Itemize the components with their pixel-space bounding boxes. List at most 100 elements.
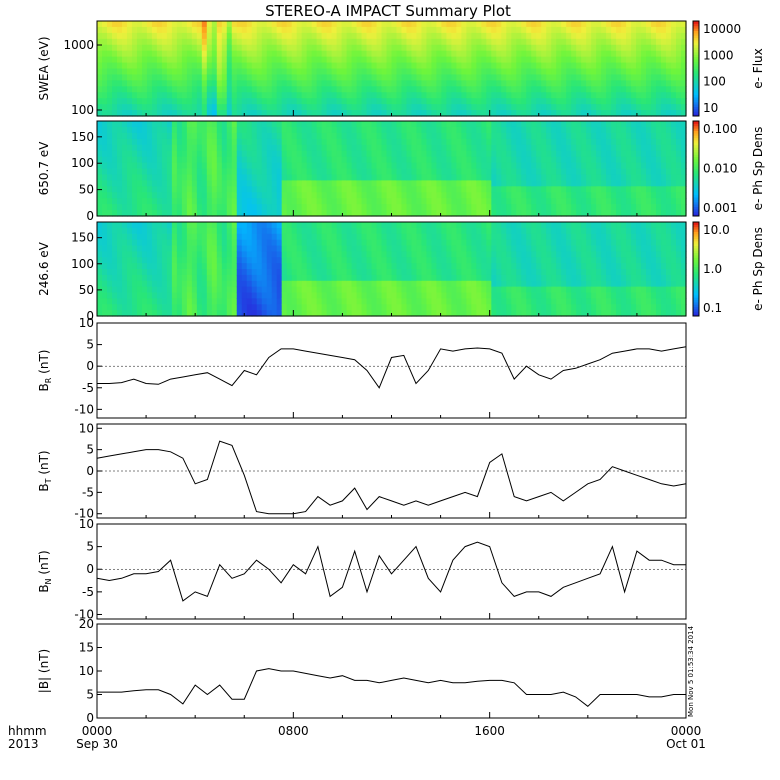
heatmap-cell [216,86,223,93]
heatmap-cell [361,222,368,229]
heatmap-cell [631,180,637,187]
heatmap-cell [226,292,233,299]
heatmap-cell [431,198,438,205]
heatmap-cell [396,162,403,170]
heatmap-cell [476,74,482,81]
colorbar-swatch [693,140,699,143]
heatmap-cell [376,274,383,282]
heatmap-cell [291,263,298,270]
heatmap-cell [396,168,403,176]
heatmap-cell [586,210,592,217]
heatmap-cell [311,162,318,170]
heatmap-cell [131,26,138,34]
heatmap-cell [451,162,457,170]
heatmap-cell [586,92,592,99]
heatmap-cell [501,62,507,70]
colorbar-swatch [693,47,699,50]
heatmap-cell [516,26,522,34]
heatmap-cell [376,239,383,247]
heatmap-cell [296,204,303,211]
heatmap-cell [131,304,138,311]
heatmap-cell [251,121,258,128]
heatmap-cell [586,204,592,211]
heatmap-cell [291,222,298,229]
heatmap-cell [206,121,213,128]
heatmap-cell [236,174,243,181]
heatmap-cell [636,74,642,81]
heatmap-cell [261,156,268,164]
heatmap-cell [236,32,243,40]
heatmap-cell [491,150,497,158]
heatmap-cell [166,62,173,70]
heatmap-cell [371,80,378,87]
heatmap-cell [471,44,477,52]
heatmap-cell [476,210,482,217]
heatmap-cell [441,210,448,217]
heatmap-cell [156,180,163,187]
heatmap-cell [181,80,188,87]
heatmap-cell [136,245,143,252]
heatmap-cell [541,180,547,187]
heatmap-cell [241,144,248,152]
heatmap-cell [656,156,662,164]
heatmap-cell [366,274,373,282]
heatmap-cell [146,68,153,76]
heatmap-cell [401,174,408,181]
heatmap-cell [181,274,188,282]
heatmap-cell [571,198,577,205]
heatmap-cell [131,239,138,247]
heatmap-cell [561,174,567,181]
heatmap-cell [261,280,268,288]
heatmap-cell [271,62,278,70]
heatmap-cell [166,310,173,317]
heatmap-cell [451,50,457,58]
heatmap-cell [521,198,527,205]
heatmap-cell [101,80,108,87]
heatmap-cell [126,274,133,282]
heatmap-cell [671,32,677,40]
heatmap-cell [446,98,452,105]
heatmap-cell [411,138,418,146]
heatmap-cell [596,56,602,64]
heatmap-cell [586,198,592,205]
heatmap-cell [126,98,133,105]
heatmap-cell [141,56,148,64]
heatmap-cell [266,263,273,270]
heatmap-cell [291,227,298,235]
heatmap-cell [411,162,418,170]
heatmap-cell [596,204,602,211]
heatmap-cell [231,62,238,70]
heatmap-cell [106,174,113,181]
heatmap-cell [306,150,313,158]
heatmap-cell [231,68,238,76]
heatmap-cell [306,26,313,34]
heatmap-cell [261,26,268,34]
heatmap-cell [331,227,338,235]
heatmap-cell [411,263,418,270]
heatmap-cell [431,286,438,294]
heatmap-cell [401,21,408,28]
heatmap-cell [271,180,278,187]
heatmap-cell [621,192,627,199]
heatmap-cell [401,251,408,258]
heatmap-cell [431,74,438,81]
heatmap-cell [651,68,657,76]
heatmap-cell [146,274,153,282]
heatmap-cell [486,204,492,211]
heatmap-cell [391,104,398,111]
heatmap-cell [171,156,178,164]
heatmap-cell [401,292,408,299]
heatmap-cell [576,86,582,93]
heatmap-cell [281,292,288,299]
heatmap-cell [381,210,388,217]
heatmap-cell [411,286,418,294]
heatmap-cell [136,121,143,128]
heatmap-cell [261,126,268,134]
heatmap-cell [326,292,333,299]
heatmap-cell [136,32,143,40]
colorbar-swatch [693,180,699,184]
heatmap-cell [196,274,203,282]
heatmap-cell [676,50,682,58]
heatmap-cell [576,38,582,46]
